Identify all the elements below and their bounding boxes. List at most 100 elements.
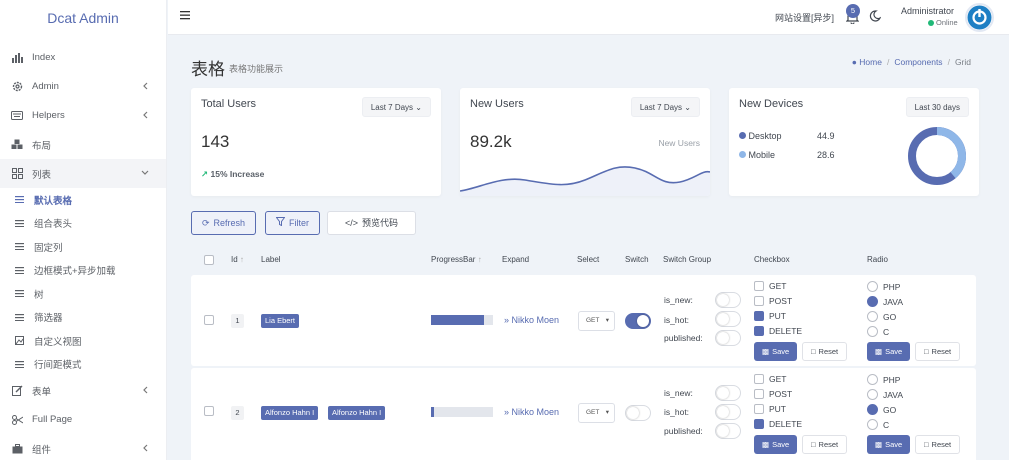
checkbox-box-checked (754, 326, 764, 336)
checkbox-get[interactable]: GET (754, 281, 786, 291)
switch-is-new[interactable] (715, 292, 741, 308)
switch-knob (717, 313, 729, 325)
radio-java[interactable]: JAVA (867, 296, 903, 307)
sidebar-item-admin[interactable]: Admin (0, 72, 166, 101)
checkbox-box (754, 281, 764, 291)
switch-knob (717, 406, 729, 418)
checkbox-put[interactable]: PUT (754, 404, 786, 414)
row-switch[interactable] (625, 313, 651, 329)
sidebar-subitem-border-async[interactable]: 边框模式+异步加载 (0, 259, 166, 283)
row-label-tag: Alfonzo Hahn I (261, 406, 319, 420)
sidebar-item-helpers[interactable]: Helpers (0, 101, 166, 130)
radio-c[interactable]: C (867, 326, 889, 337)
range-dropdown[interactable]: Last 7 Days ⌄ (630, 97, 700, 117)
radio-save-button[interactable]: ▩ Save (867, 342, 911, 361)
col-checkbox: Checkbox (754, 255, 790, 264)
row-switch[interactable] (625, 405, 651, 421)
sidebar-subitem-combined-header[interactable]: 组合表头 (0, 212, 166, 236)
bar-chart-icon (10, 52, 24, 64)
sidebar-item-components[interactable]: 组件 (0, 434, 166, 460)
sidebar-item-index[interactable]: Index (0, 43, 166, 72)
radio-reset-button[interactable]: □ Reset (915, 435, 961, 454)
site-setting-link[interactable]: 网站设置[异步] (775, 13, 835, 23)
checkbox-reset-button[interactable]: □ Reset (802, 435, 848, 454)
switch-is-hot[interactable] (715, 404, 741, 420)
row-checkbox[interactable] (204, 315, 214, 325)
stat-value: 143 (201, 132, 230, 151)
switch-published[interactable] (715, 330, 741, 346)
radio-go[interactable]: GO (867, 404, 896, 415)
page-title: 表格 (191, 60, 225, 79)
sidebar-item-layout[interactable]: 布局 (0, 130, 166, 159)
switch-group-label: is_hot: (664, 407, 690, 417)
sidebar-subitem-custom-view[interactable]: 自定义视图 (0, 329, 166, 353)
sidebar-item-label: 筛选器 (34, 313, 63, 325)
list-icon (13, 311, 25, 323)
sidebar-item-list[interactable]: 列表 (0, 159, 166, 188)
expand-link[interactable]: » Nikko Moen (504, 407, 559, 417)
checkbox-delete[interactable]: DELETE (754, 419, 802, 429)
range-dropdown[interactable]: Last 30 days (905, 97, 969, 117)
switch-is-new[interactable] (715, 385, 741, 401)
checkbox-post[interactable]: POST (754, 296, 792, 306)
checkbox-reset-button[interactable]: □ Reset (802, 342, 848, 361)
checkbox-box-checked (754, 311, 764, 321)
preview-code-button[interactable]: </> 预览代码 (327, 211, 416, 235)
sidebar-subitem-filter[interactable]: 筛选器 (0, 306, 166, 330)
radio-reset-button[interactable]: □ Reset (915, 342, 961, 361)
sidebar-subitem-default-table[interactable]: 默认表格 (0, 188, 166, 212)
card-title: New Devices (739, 98, 804, 110)
save-label: Save (885, 347, 903, 356)
switch-knob (717, 425, 729, 437)
checkbox-save-button[interactable]: ▩ Save (754, 435, 798, 454)
sidebar-subitem-tree[interactable]: 树 (0, 282, 166, 306)
method-select[interactable]: GET ▾ (578, 311, 615, 331)
sidebar-item-form[interactable]: 表单 (0, 376, 166, 405)
sidebar-item-label: 组合表头 (34, 219, 73, 231)
menu-toggle-icon[interactable] (180, 10, 192, 22)
range-dropdown[interactable]: Last 7 Days ⌄ (361, 97, 431, 117)
save-icon: ▩ (762, 347, 770, 356)
col-id[interactable]: Id ↑ (231, 255, 244, 264)
moon-icon[interactable] (869, 10, 882, 22)
reset-label: Reset (931, 347, 952, 356)
switch-group-label: is_new: (664, 295, 693, 305)
checkbox-delete[interactable]: DELETE (754, 326, 802, 336)
trend-up-icon: ↗ (201, 169, 209, 179)
radio-go[interactable]: GO (867, 311, 896, 322)
col-progress[interactable]: ProgressBar ↑ (431, 255, 482, 264)
checkbox-save-button[interactable]: ▩ Save (754, 342, 798, 361)
checkbox-label: GET (769, 281, 787, 291)
radio-java[interactable]: JAVA (867, 389, 903, 400)
sparkline-chart (460, 166, 710, 196)
refresh-button[interactable]: ⟳ Refresh (191, 211, 257, 235)
checkbox-get[interactable]: GET (754, 374, 786, 384)
switch-published[interactable] (715, 423, 741, 439)
sidebar-subitem-row-spacing[interactable]: 行间距模式 (0, 353, 166, 377)
checkbox-put[interactable]: PUT (754, 311, 786, 321)
method-select-value: GET (586, 317, 600, 324)
radio-php[interactable]: PHP (867, 281, 900, 292)
radio-php[interactable]: PHP (867, 374, 900, 385)
method-select[interactable]: GET ▾ (578, 403, 615, 423)
user-name[interactable]: Administrator (901, 6, 955, 16)
avatar[interactable] (965, 3, 994, 32)
radio-circle (867, 311, 878, 322)
sidebar-item-full-page[interactable]: Full Page (0, 405, 166, 434)
breadcrumb-home[interactable]: Home (859, 57, 882, 67)
checkbox-post[interactable]: POST (754, 389, 792, 399)
switch-is-hot[interactable] (715, 311, 741, 327)
brand-logo[interactable]: Dcat Admin (47, 10, 119, 26)
breadcrumb-components[interactable]: Components (894, 57, 943, 67)
home-icon: ● (851, 57, 857, 67)
radio-c[interactable]: C (867, 419, 889, 430)
select-all-checkbox[interactable] (204, 255, 214, 265)
expand-link[interactable]: » Nikko Moen (504, 315, 559, 325)
row-checkbox[interactable] (204, 406, 214, 416)
filter-button[interactable]: Filter (265, 211, 320, 235)
col-progress-label: ProgressBar (431, 255, 476, 264)
radio-save-button[interactable]: ▩ Save (867, 435, 911, 454)
reset-label: Reset (931, 440, 952, 449)
sort-icon: ↑ (239, 255, 244, 264)
sidebar-subitem-fixed-columns[interactable]: 固定列 (0, 235, 166, 259)
